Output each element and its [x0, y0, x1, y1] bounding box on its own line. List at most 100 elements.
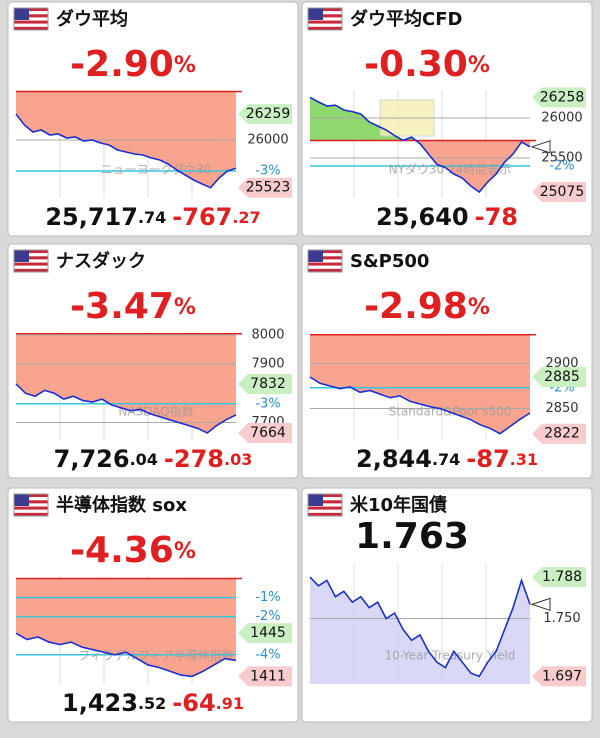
low-bubble — [532, 182, 586, 202]
card-title: ナスダック — [56, 250, 146, 272]
change-percent: -4.36% — [70, 530, 196, 571]
tick-label: -2% — [255, 609, 280, 624]
card: S&P500-2.98%2900-2%2850Standard&Poor's50… — [301, 243, 593, 479]
price-decimal: .74 — [432, 450, 460, 469]
tick-label: 7900 — [251, 357, 284, 372]
price-row: 2,844.74 -87.31 — [356, 445, 538, 473]
card: ダウ平均 -2.90% 26000 -3% ニューヨークダウ30 26259 25523 25… — [7, 1, 299, 237]
card-title: ダウ平均CFD — [350, 8, 462, 30]
price-line — [15, 632, 237, 678]
percent-unit: % — [174, 295, 196, 320]
price: 2,844 — [356, 445, 432, 473]
card-title: 半導体指数 sox — [56, 494, 187, 516]
high-label: 1445 — [250, 625, 286, 641]
percent-unit: % — [468, 53, 490, 78]
low-bubble — [532, 666, 586, 687]
area-up — [310, 97, 530, 141]
tick-label: 26000 — [247, 133, 288, 148]
tick-label: -3% — [255, 396, 280, 411]
change: -64 — [172, 689, 215, 717]
low-bubble — [238, 422, 292, 443]
high-bubble — [238, 104, 292, 125]
percent-value: -3.47 — [70, 286, 174, 327]
price-row: 1,423.52 -64.91 — [62, 689, 244, 717]
price: 25,640 — [376, 203, 469, 231]
area — [310, 577, 530, 684]
low-label: 25523 — [246, 180, 291, 196]
card-title: 米10年国債 — [350, 494, 447, 516]
high-label: 1.788 — [542, 569, 582, 585]
price-line — [15, 383, 237, 434]
price-line — [309, 576, 531, 678]
low-bubble — [238, 177, 292, 198]
card: 半導体指数 sox -4.36% -1% -2% -4% フィラデルフィア半導体指数 144… — [7, 487, 299, 723]
low-label: 2822 — [544, 426, 580, 442]
watermark: 10-Year Treasury Yield — [385, 649, 516, 663]
tick-label: -3% — [255, 164, 280, 179]
low-label: 25075 — [540, 184, 585, 200]
price: 1,423 — [62, 689, 138, 717]
high-bubble — [238, 373, 292, 394]
current-marker — [530, 597, 551, 612]
low-bubble — [532, 423, 586, 444]
change-decimal: .03 — [224, 450, 252, 469]
price: 7,726 — [54, 445, 130, 473]
watermark: NYダウ30 24時間表示 — [389, 162, 512, 177]
price-decimal: .52 — [138, 694, 166, 713]
price-row: 25,717.74 -767.27 — [45, 203, 260, 231]
high-label: 2885 — [544, 369, 580, 385]
price-line — [309, 96, 531, 194]
card-bg — [301, 1, 593, 237]
change-decimal: .91 — [216, 694, 244, 713]
percent-unit: % — [174, 539, 196, 564]
area-down — [16, 333, 236, 433]
price-decimal: .74 — [138, 208, 166, 227]
percent-value: -4.36 — [70, 530, 174, 571]
high-label: 26258 — [540, 89, 585, 105]
change: -78 — [475, 203, 518, 231]
low-label: 1.697 — [542, 668, 582, 684]
card-title: ダウ平均 — [56, 8, 128, 30]
price-decimal: .04 — [130, 450, 158, 469]
card: ダウ平均CFD -0.30% 26000 25500-2% NYダウ30 24時間表示 2… — [301, 1, 593, 237]
change-percent: -3.47% — [70, 286, 196, 327]
change: -767 — [172, 203, 232, 231]
area-down — [16, 578, 236, 677]
tick-label: -4% — [255, 647, 280, 662]
high-label: 7832 — [250, 376, 286, 392]
percent-value: -2.90 — [70, 44, 174, 85]
flag-icon — [307, 7, 343, 31]
card: ナスダック-3.47%80007900-3%7700NASDAQ指数783276… — [7, 243, 299, 479]
high-bubble — [532, 87, 586, 108]
high-bubble — [532, 367, 586, 387]
change-decimal: .31 — [510, 450, 538, 469]
tick-label: 25500 — [541, 151, 582, 166]
watermark: NASDAQ指数 — [118, 404, 193, 419]
flag-icon — [307, 249, 343, 273]
tick-label: 8000 — [251, 327, 284, 342]
percent-unit: % — [174, 53, 196, 78]
price-line — [15, 113, 237, 189]
percent-unit: % — [468, 295, 490, 320]
tick-label: -2% — [549, 159, 574, 174]
tick-label: 26000 — [541, 111, 582, 126]
percent-value: -2.98 — [364, 286, 468, 327]
flag-icon — [13, 7, 49, 31]
current-marker — [530, 140, 551, 154]
high-label: 26259 — [246, 106, 291, 122]
change-percent: -0.30% — [364, 44, 490, 85]
tick-label: -1% — [255, 590, 280, 605]
tick-label: 2850 — [545, 401, 578, 416]
card-title: S&P500 — [350, 251, 429, 272]
price-row: 7,726.04 -278.03 — [54, 445, 253, 473]
flag-icon — [13, 249, 49, 273]
watermark: フィラデルフィア半導体指数 — [78, 648, 234, 663]
low-label: 1411 — [250, 668, 286, 684]
change: -87 — [466, 445, 509, 473]
tick-label: 1.750 — [543, 611, 580, 626]
change-percent: -2.90% — [70, 44, 196, 85]
change-percent: -2.98% — [364, 286, 490, 327]
low-label: 7664 — [250, 425, 286, 441]
